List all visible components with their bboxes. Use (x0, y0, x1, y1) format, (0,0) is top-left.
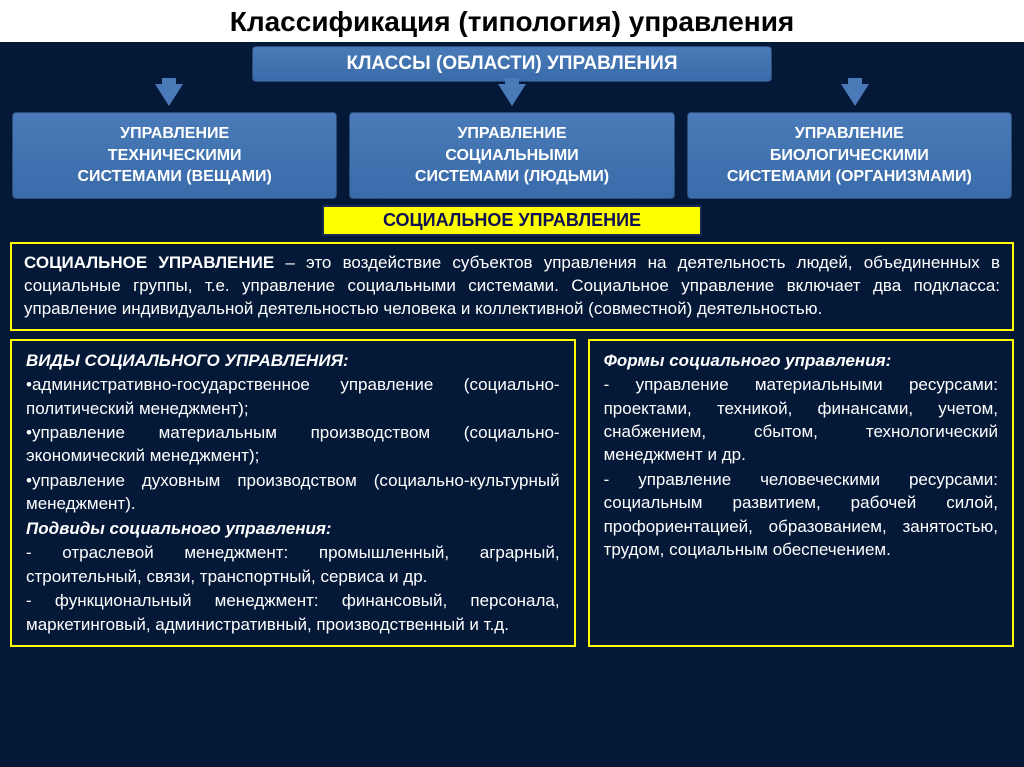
box-line: БИОЛОГИЧЕСКИМИ (770, 147, 929, 164)
list-item: управление духовным производством (социа… (26, 469, 560, 516)
arrows-row (60, 84, 964, 112)
box-line: СОЦИАЛЬНЫМИ (445, 147, 578, 164)
page-title: Классификация (типология) управления (0, 6, 1024, 38)
definition-lead: СОЦИАЛЬНОЕ УПРАВЛЕНИЕ (24, 253, 274, 272)
title-bar: Классификация (типология) управления (0, 0, 1024, 42)
list-item: административно-государственное управлен… (26, 373, 560, 420)
two-columns: ВИДЫ СОЦИАЛЬНОГО УПРАВЛЕНИЯ: администрат… (10, 339, 1014, 647)
arrow-down-icon (498, 84, 526, 106)
list-item: управление материальным производством (с… (26, 421, 560, 468)
left-heading-1: ВИДЫ СОЦИАЛЬНОГО УПРАВЛЕНИЯ: (26, 349, 560, 372)
box-line: СИСТЕМАМИ (ВЕЩАМИ) (77, 168, 271, 185)
box-line: ТЕХНИЧЕСКИМИ (108, 147, 242, 164)
left-panel: ВИДЫ СОЦИАЛЬНОГО УПРАВЛЕНИЯ: администрат… (10, 339, 576, 647)
right-heading: Формы социального управления: (604, 349, 998, 372)
list-item: функциональный менеджмент: финансовый, п… (26, 589, 560, 636)
box-line: СИСТЕМАМИ (ОРГАНИЗМАМИ) (727, 168, 972, 185)
box-line: УПРАВЛЕНИЕ (120, 125, 229, 142)
social-management-label: СОЦИАЛЬНОЕ УПРАВЛЕНИЕ (322, 205, 702, 236)
right-panel: Формы социального управления: управление… (588, 339, 1014, 647)
three-boxes-row: УПРАВЛЕНИЕ ТЕХНИЧЕСКИМИ СИСТЕМАМИ (ВЕЩАМ… (12, 112, 1012, 199)
box-biological: УПРАВЛЕНИЕ БИОЛОГИЧЕСКИМИ СИСТЕМАМИ (ОРГ… (687, 112, 1012, 199)
box-line: УПРАВЛЕНИЕ (795, 125, 904, 142)
box-line: УПРАВЛЕНИЕ (457, 125, 566, 142)
arrow-down-icon (841, 84, 869, 106)
arrow-down-icon (155, 84, 183, 106)
list-item: управление человеческими ресурсами: соци… (604, 468, 998, 562)
box-technical: УПРАВЛЕНИЕ ТЕХНИЧЕСКИМИ СИСТЕМАМИ (ВЕЩАМ… (12, 112, 337, 199)
box-social: УПРАВЛЕНИЕ СОЦИАЛЬНЫМИ СИСТЕМАМИ (ЛЮДЬМИ… (349, 112, 674, 199)
list-item: управление материальными ресурсами: прое… (604, 373, 998, 467)
list-item: отраслевой менеджмент: промышленный, агр… (26, 541, 560, 588)
box-line: СИСТЕМАМИ (ЛЮДЬМИ) (415, 168, 609, 185)
definition-panel: СОЦИАЛЬНОЕ УПРАВЛЕНИЕ – это воздействие … (10, 242, 1014, 331)
classes-top-box: КЛАССЫ (ОБЛАСТИ) УПРАВЛЕНИЯ (252, 46, 772, 82)
left-heading-2: Подвиды социального управления: (26, 517, 560, 540)
